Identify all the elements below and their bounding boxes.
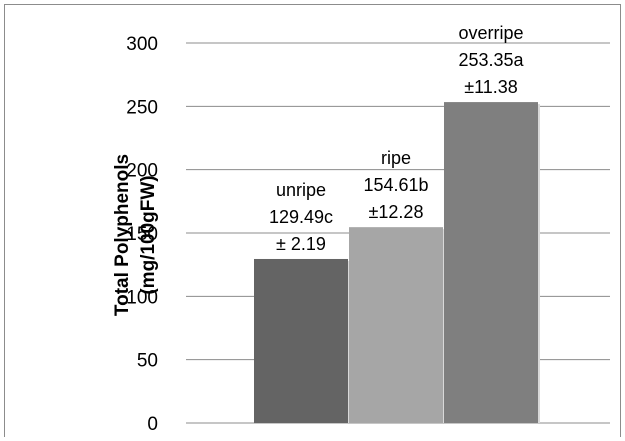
bar-unripe [254, 258, 348, 423]
bars [254, 102, 540, 423]
y-tick-label: 100 [126, 287, 158, 308]
y-tick-label: 300 [126, 34, 158, 55]
data-label: ±11.38 [464, 77, 518, 97]
data-label: unripe [276, 180, 326, 200]
y-tick-label: 0 [147, 414, 158, 435]
data-label: ripe [381, 148, 411, 168]
data-label: ± 2.19 [276, 234, 326, 254]
y-tick-label: 250 [126, 97, 158, 118]
y-axis-ticks: 0 50 100 150 200 250 300 [126, 34, 158, 435]
bar-overripe [444, 102, 538, 423]
y-axis-label-line-2: (mg/100gFW) [138, 175, 159, 294]
data-labels: unripe 129.49c ± 2.19 ripe 154.61b ±12.28 over… [269, 23, 525, 254]
y-axis-label-line-1: Total Polyphenols [112, 154, 133, 316]
y-tick-label: 150 [126, 224, 158, 245]
y-tick-label: 200 [126, 161, 158, 182]
bar-ripe [349, 227, 443, 423]
data-label: 253.35a [458, 50, 524, 70]
data-label: overripe [458, 23, 523, 43]
data-label: ±12.28 [369, 202, 424, 222]
y-tick-label: 50 [137, 351, 158, 372]
data-label: 129.49c [269, 207, 333, 227]
data-label: 154.61b [363, 175, 428, 195]
chart-frame [4, 4, 621, 437]
